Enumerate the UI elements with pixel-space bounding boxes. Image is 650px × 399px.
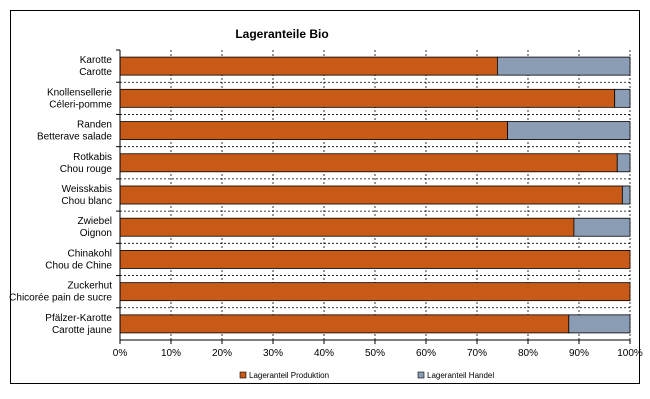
chart-title: Lageranteile Bio: [235, 27, 328, 41]
bars: [119, 56, 631, 334]
category-label: Carotte jaune: [52, 325, 112, 336]
category-label: Chou rouge: [60, 164, 113, 175]
bar-segment: [621, 185, 631, 205]
category-label: Betterave salade: [37, 132, 112, 143]
x-tick-label: 90%: [569, 348, 589, 359]
legend-label: Lageranteil Produktion: [249, 371, 329, 380]
category-label: Céleri-pomme: [49, 99, 112, 110]
x-tick-label: 60%: [416, 348, 436, 359]
x-tick-label: 100%: [617, 348, 643, 359]
x-tick-label: 40%: [314, 348, 334, 359]
category-label: Carotte: [79, 67, 112, 78]
category-label: Zwiebel: [78, 216, 112, 227]
x-tick-label: 10%: [161, 348, 181, 359]
category-label: Weisskabis: [62, 184, 112, 195]
x-tick-label: 70%: [467, 348, 487, 359]
category-label: Chinakohl: [68, 248, 112, 259]
bar-segment: [119, 121, 509, 140]
category-label: Chou blanc: [61, 196, 112, 207]
x-tick-label: 20%: [212, 348, 232, 359]
bar-segment: [119, 250, 631, 269]
bar-segment: [496, 56, 631, 76]
bar-segment: [119, 88, 616, 108]
bar-segment: [119, 314, 570, 334]
x-tick-label: 0%: [113, 348, 128, 359]
bar-segment: [119, 56, 498, 76]
x-tick-label: 50%: [365, 348, 385, 359]
x-tick-label: 30%: [263, 348, 283, 359]
bar-segment: [507, 121, 631, 140]
bar-segment: [614, 88, 631, 108]
legend: Lageranteil Produktion Lageranteil Handel: [239, 371, 494, 380]
x-tick-label: 80%: [518, 348, 538, 359]
bar-segment: [119, 217, 575, 237]
category-label: Pfälzer-Karotte: [45, 313, 112, 324]
legend-swatch: [239, 371, 247, 379]
category-label: Oignon: [80, 228, 112, 239]
bar-segment: [119, 185, 623, 205]
bar-segment: [573, 217, 631, 237]
category-label: Randen: [77, 120, 112, 131]
x-axis-ticks: 0% 10% 20% 30% 40% 50% 60% 70% 80% 90% 100%: [113, 340, 643, 359]
bar-segment: [616, 153, 631, 173]
category-label: Karotte: [80, 55, 113, 66]
legend-label: Lageranteil Handel: [427, 371, 494, 380]
bar-segment: [119, 282, 631, 302]
category-label: Zuckerhut: [68, 281, 113, 292]
category-label: Rotkabis: [73, 152, 112, 163]
bar-segment: [568, 314, 631, 334]
bar-segment: [119, 153, 618, 173]
category-label: Chicorée pain de sucre: [9, 293, 112, 304]
category-label: Chou de Chine: [45, 260, 112, 271]
legend-swatch: [417, 371, 425, 379]
category-label: Knollensellerie: [47, 87, 112, 98]
